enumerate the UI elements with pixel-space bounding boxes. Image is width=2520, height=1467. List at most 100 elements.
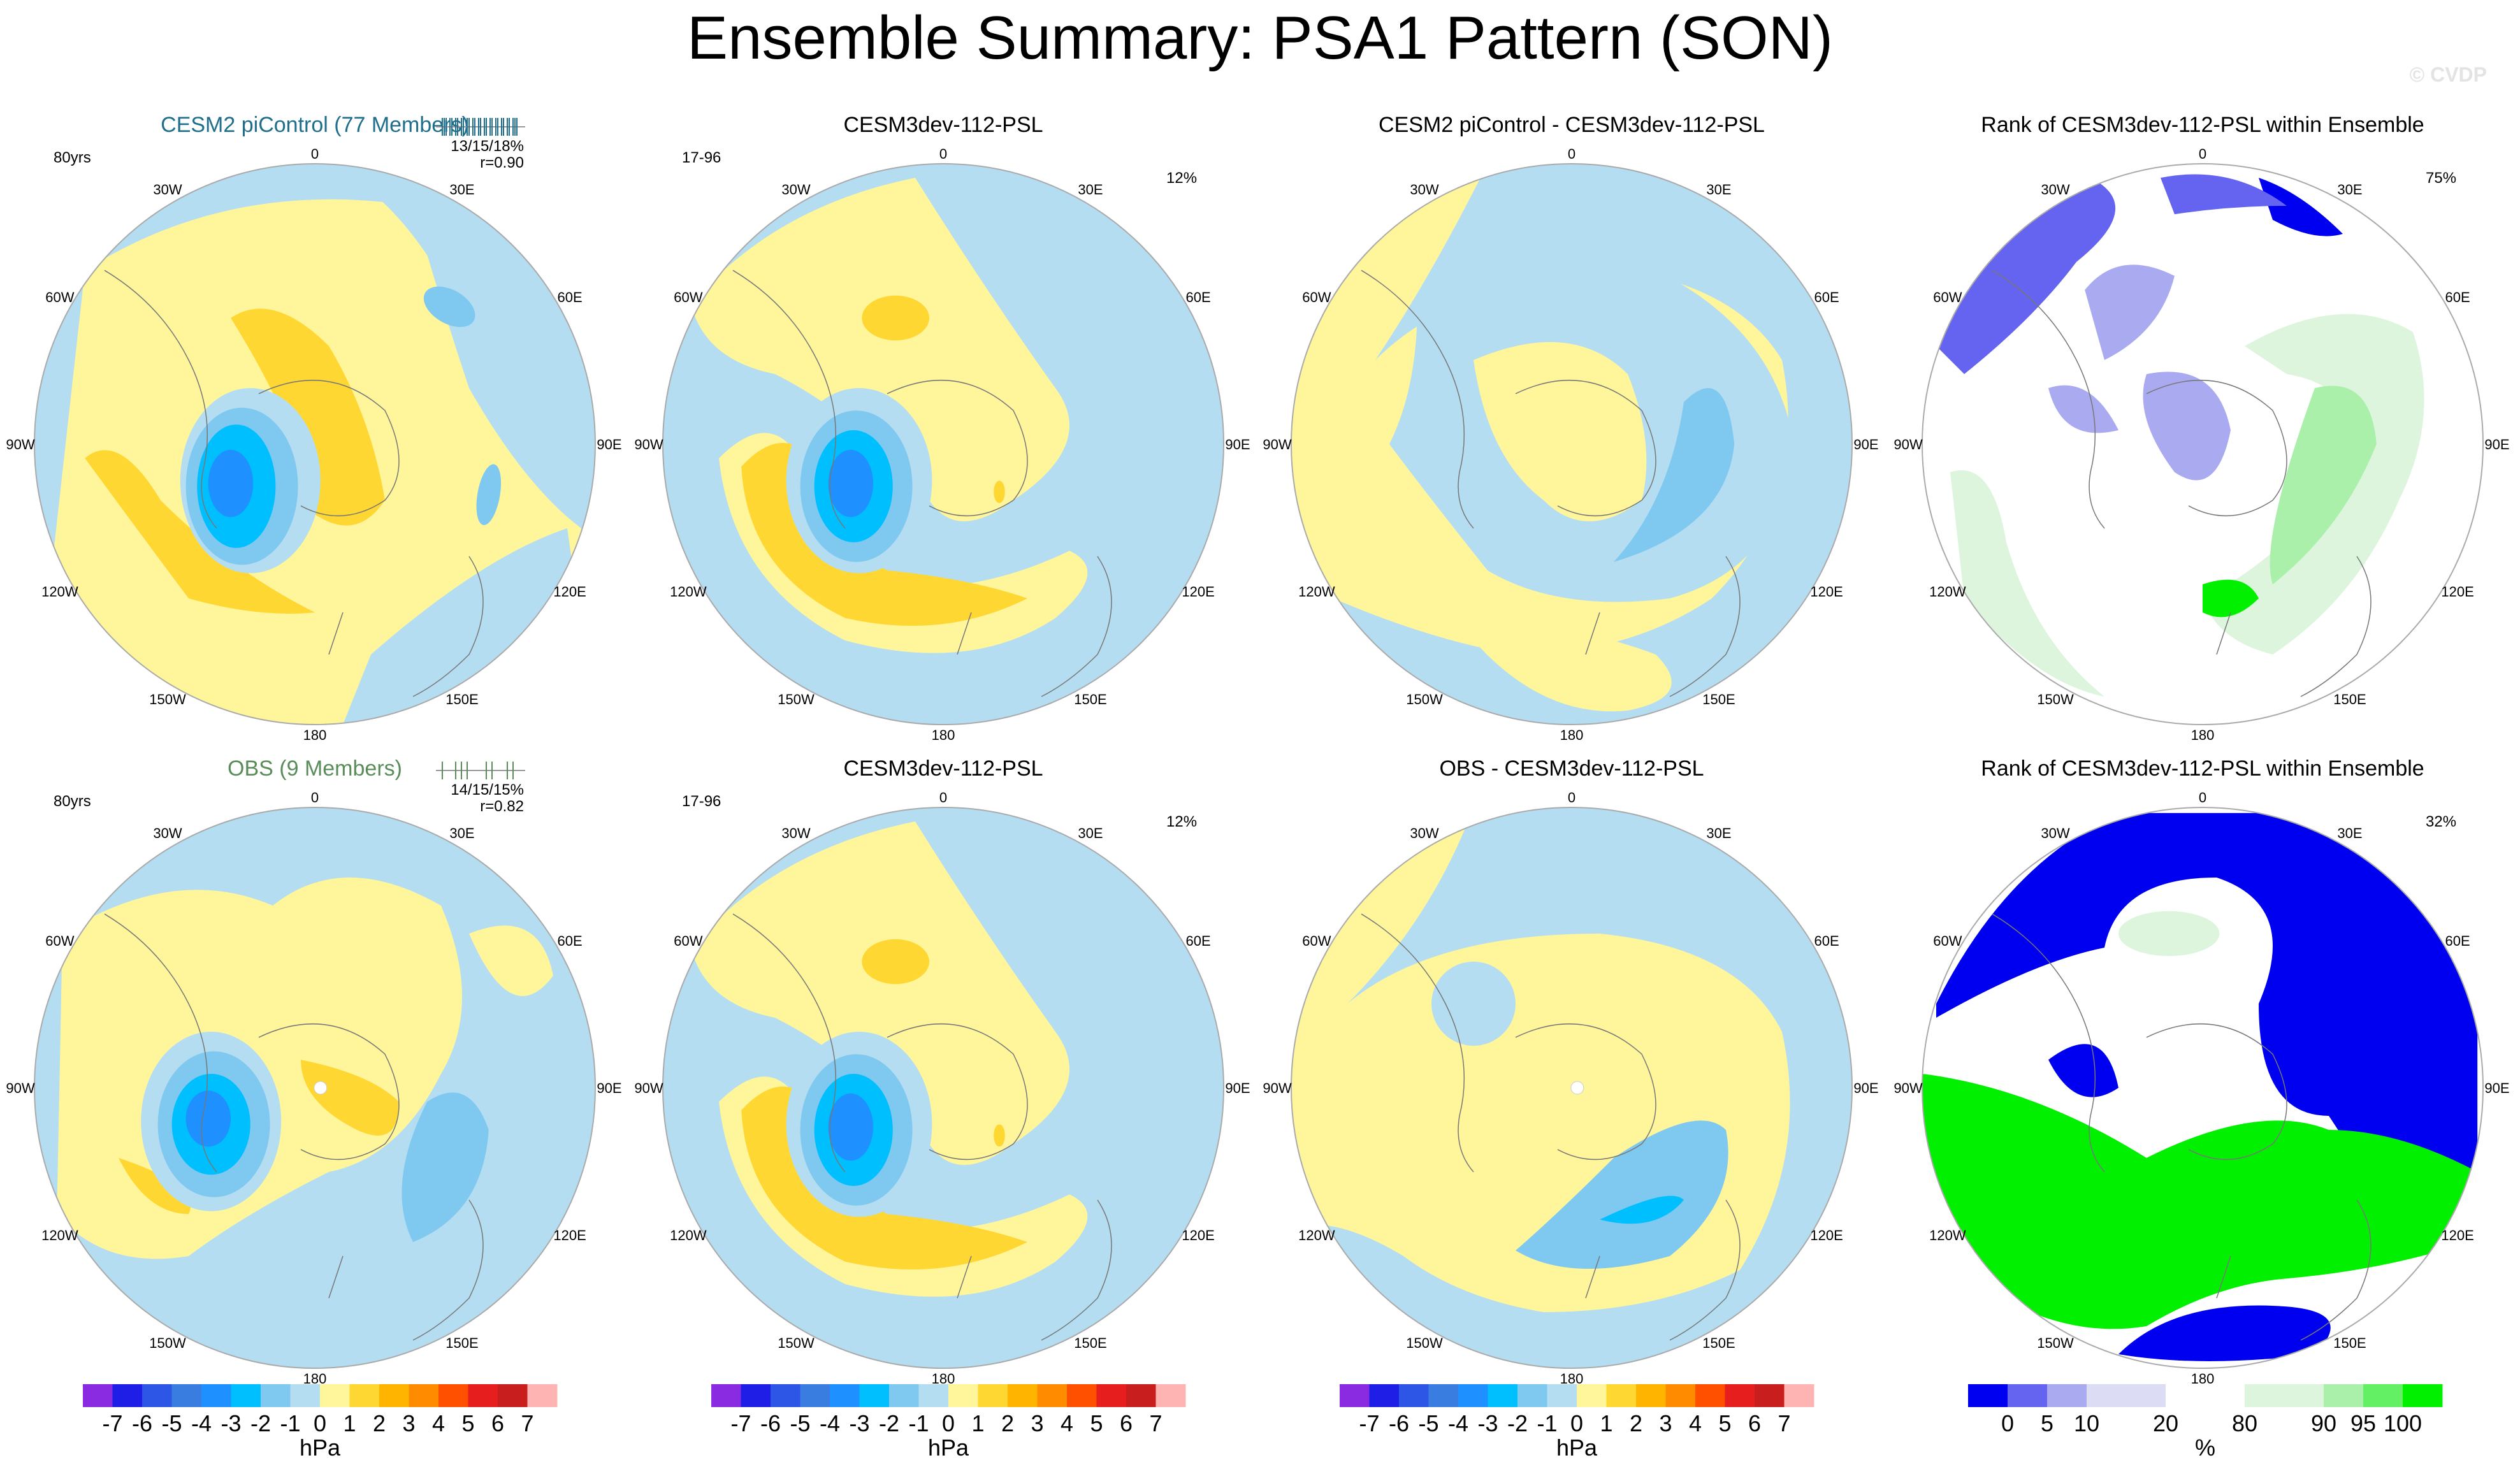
lon-label: 150W — [778, 691, 815, 707]
lon-label: 0 — [2199, 146, 2206, 162]
lon-label: 120E — [1182, 584, 1214, 600]
figure-title: Ensemble Summary: PSA1 Pattern (SON) — [687, 4, 1833, 72]
lon-label: 150W — [1406, 691, 1443, 707]
coastline — [2300, 556, 2372, 697]
lon-label: 60W — [1302, 933, 1331, 949]
lon-label: 0 — [1568, 790, 1575, 806]
lon-label: 180 — [932, 1371, 955, 1387]
contour-region — [2270, 386, 2377, 584]
map-outline — [34, 163, 596, 725]
colorbar-label: 80 — [2232, 1410, 2257, 1436]
contour-region — [2118, 1305, 2331, 1361]
contour-region — [301, 1060, 399, 1136]
colorbar-label: 5 — [1090, 1410, 1103, 1436]
contour-region — [476, 464, 502, 525]
contour-region — [1950, 470, 2104, 697]
colorbar-label: -4 — [1448, 1410, 1468, 1436]
colorbar-label: 4 — [1061, 1410, 1073, 1436]
colorbar-label: -6 — [132, 1410, 152, 1436]
contour-region — [2048, 385, 2118, 433]
panel-title: CESM2 piControl (77 Members) — [161, 113, 469, 137]
coastline — [957, 1255, 972, 1299]
coastline — [2216, 1255, 2231, 1299]
lon-label: 150E — [445, 691, 478, 707]
coastline — [1992, 270, 2105, 529]
percent-label: 75% — [2426, 170, 2456, 187]
lon-label: 180 — [303, 727, 327, 743]
panel-title: OBS (9 Members) — [228, 756, 402, 781]
map-fill — [663, 164, 1224, 725]
colorbar-cb1: -7 -6 -5 -4 -3 -2 -1 0 1 2 3 4 5 6 7 hPa — [83, 1384, 558, 1461]
panel-title: CESM3dev-112-PSL — [843, 756, 1043, 781]
member-rug — [436, 762, 525, 779]
colorbar-unit: hPa — [1556, 1434, 1598, 1461]
lon-label: 30E — [449, 182, 474, 198]
lon-label: 90E — [1225, 437, 1250, 452]
colorbar-swatch — [1488, 1384, 1518, 1407]
coastline — [1515, 1023, 1656, 1160]
colorbar-unit: % — [2195, 1434, 2215, 1461]
map-fill — [34, 164, 595, 725]
colorbar-label: 7 — [1149, 1410, 1162, 1436]
colorbar-label: -1 — [280, 1410, 300, 1436]
pattern-stats: 13/15/18% — [451, 138, 524, 155]
lon-label: 30E — [1078, 182, 1103, 198]
lon-label: 0 — [1568, 146, 1575, 162]
colorbar-swatch — [2166, 1384, 2245, 1407]
coastline — [328, 1255, 344, 1299]
colorbar-label: 0 — [314, 1410, 326, 1436]
contour-region — [1474, 629, 1672, 712]
colorbar-unit: hPa — [300, 1434, 341, 1461]
lon-label: 60E — [558, 933, 583, 949]
coastline — [1992, 913, 2105, 1173]
colorbar-swatch — [948, 1384, 978, 1407]
colorbar-swatch — [1037, 1384, 1068, 1407]
colorbar-swatch — [2087, 1384, 2166, 1407]
lon-label: 90E — [1853, 1080, 1878, 1096]
lon-label: 120E — [2441, 1227, 2473, 1243]
colorbar-label: 5 — [2041, 1410, 2053, 1436]
contour-region — [1922, 1074, 2478, 1329]
contour-region — [828, 1093, 874, 1161]
lon-label: 180 — [2191, 727, 2215, 743]
colorbar-label: -1 — [908, 1410, 929, 1436]
colorbar-swatch — [409, 1384, 439, 1407]
lon-label: 30E — [449, 825, 474, 841]
coastline — [104, 270, 217, 529]
colorbar-label: 5 — [1718, 1410, 1731, 1436]
colorbar-swatch — [1725, 1384, 1755, 1407]
colorbar-label: 1 — [343, 1410, 356, 1436]
colorbar-label: 100 — [2384, 1410, 2422, 1436]
colorbar-cb4: 0 5 10 20 80 90 95 100% — [1968, 1384, 2443, 1461]
lon-label: 120E — [553, 584, 586, 600]
colorbar-label: -5 — [161, 1410, 182, 1436]
colorbar-label: 6 — [1748, 1410, 1761, 1436]
colorbar-label: 1 — [971, 1410, 984, 1436]
coastline — [1041, 1199, 1112, 1341]
coastline — [1515, 380, 1656, 517]
contour-region — [1936, 178, 2116, 374]
colorbar-label: 95 — [2350, 1410, 2376, 1436]
contour-region — [2048, 1044, 2118, 1097]
colorbar-swatch — [1008, 1384, 1038, 1407]
colorbar-swatch — [379, 1384, 409, 1407]
lon-label: 60E — [1186, 289, 1211, 305]
contour-region — [1600, 1196, 1684, 1224]
pattern-correlation: r=0.82 — [480, 798, 524, 815]
lon-label: 60W — [45, 289, 74, 305]
contour-region — [85, 450, 315, 614]
colorbar-swatch — [889, 1384, 919, 1407]
lon-label: 30W — [1410, 182, 1438, 198]
contour-region — [741, 443, 1027, 626]
colorbar-label: -6 — [760, 1410, 781, 1436]
lon-label: 180 — [1560, 727, 1584, 743]
colorbar-label: -5 — [790, 1410, 810, 1436]
colorbar-label: 1 — [1600, 1410, 1612, 1436]
map-outline — [1291, 807, 1853, 1369]
map-outline — [662, 807, 1224, 1369]
contour-region — [862, 295, 929, 341]
contour-region — [402, 1092, 489, 1242]
lon-label: 150E — [1702, 691, 1735, 707]
pole-marker — [1570, 1081, 1584, 1095]
colorbar-swatch — [830, 1384, 860, 1407]
